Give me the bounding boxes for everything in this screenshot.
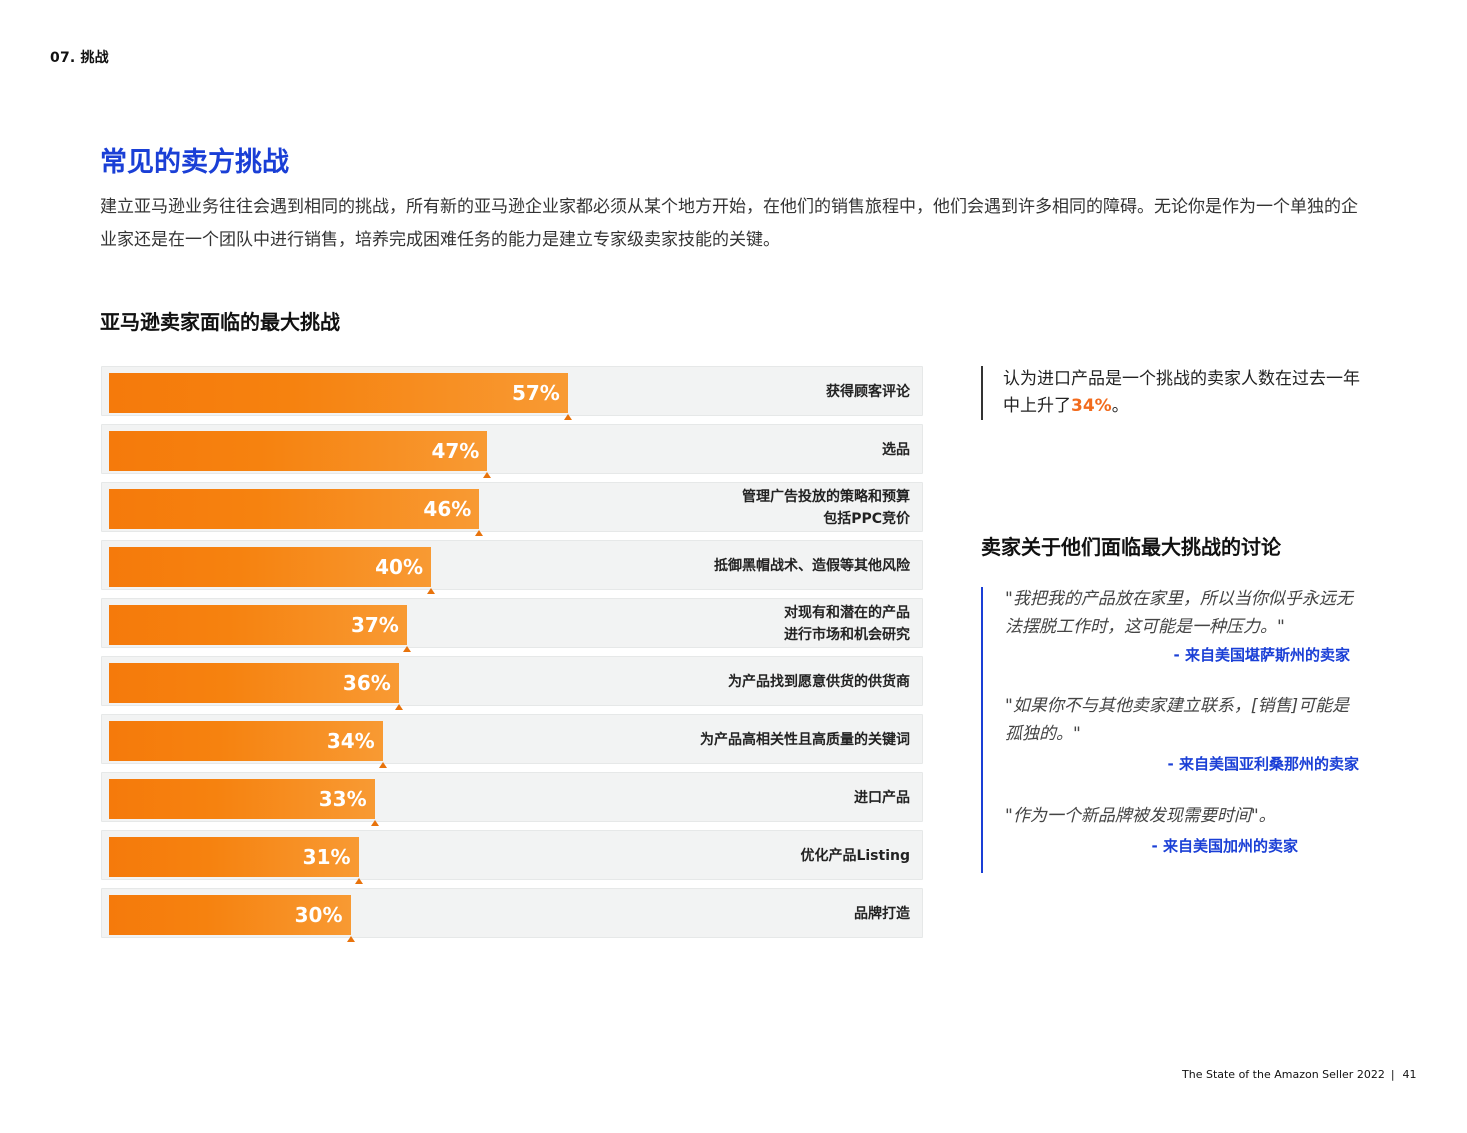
- bar-category-label: 管理广告投放的策略和预算 包括PPC竞价: [742, 489, 910, 527]
- bar-fill: 36%: [109, 663, 403, 710]
- bar-category-label: 品牌打造: [854, 906, 910, 922]
- bar-row: 57% 获得顾客评论: [101, 366, 923, 420]
- bar-fill: 31%: [109, 837, 363, 884]
- bar-fill: 37%: [109, 605, 411, 652]
- quote-attribution: - 来自美国亚利桑那州的卖家: [1167, 755, 1359, 773]
- quote-item: "如果你不与其他卖家建立联系，[销售]可能是孤独的。" - 来自美国亚利桑那州的…: [1005, 692, 1371, 778]
- stat-highlight: 34%: [1071, 396, 1112, 416]
- quotes-title: 卖家关于他们面临最大挑战的讨论: [981, 535, 1281, 559]
- footer-separator: |: [1390, 1068, 1395, 1081]
- quote-text: "如果你不与其他卖家建立联系，[销售]可能是孤独的。": [1005, 696, 1350, 744]
- bar-fill: 34%: [109, 721, 387, 768]
- bar-category-label: 进口产品: [854, 790, 910, 806]
- bar-category-label: 对现有和潜在的产品 进行市场和机会研究: [784, 605, 910, 643]
- bar-value-label: 47%: [431, 439, 480, 463]
- bar-row: 46% 管理广告投放的策略和预算 包括PPC竞价: [101, 482, 923, 536]
- quote-attribution: - 来自美国加州的卖家: [1151, 837, 1298, 855]
- bar-chart: 57% 获得顾客评论 47% 选品 46% 管理广告投放的策略和预算 包括PPC竞价 40%…: [101, 366, 923, 946]
- bar-row: 36% 为产品找到愿意供货的供货商: [101, 656, 923, 710]
- bar-category-label: 抵御黑帽战术、造假等其他风险: [714, 558, 910, 574]
- bar-fill: 33%: [109, 779, 379, 826]
- bar-row: 47% 选品: [101, 424, 923, 478]
- stat-text-end: 。: [1111, 396, 1129, 416]
- triangle-marker-icon: [427, 588, 435, 594]
- bar-fill: 46%: [109, 489, 484, 536]
- bar-category-label: 选品: [882, 442, 910, 458]
- bar-value-label: 33%: [318, 787, 367, 811]
- bar-row: 37% 对现有和潜在的产品 进行市场和机会研究: [101, 598, 923, 652]
- bar-row: 33% 进口产品: [101, 772, 923, 826]
- quotes-block: "我把我的产品放在家里，所以当你似乎永远无法摆脱工作时，这可能是一种压力。" -…: [981, 587, 1371, 873]
- triangle-marker-icon: [483, 472, 492, 478]
- bar-row: 30% 品牌打造: [101, 888, 923, 942]
- triangle-marker-icon: [563, 414, 572, 420]
- bar-value-label: 36%: [342, 671, 391, 695]
- chart-title: 亚马逊卖家面临的最大挑战: [100, 310, 340, 334]
- quote-attribution: - 来自美国堪萨斯州的卖家: [1173, 646, 1350, 664]
- triangle-marker-icon: [346, 936, 355, 942]
- bar-value-label: 57%: [511, 381, 560, 405]
- bar-row: 34% 为产品高相关性且高质量的关键词: [101, 714, 923, 768]
- quote-text: "我把我的产品放在家里，所以当你似乎永远无法摆脱工作时，这可能是一种压力。": [1005, 589, 1353, 637]
- bar-value-label: 37%: [350, 613, 399, 637]
- bar-value-label: 40%: [375, 555, 423, 579]
- bar-value-label: 30%: [294, 903, 343, 927]
- bar-fill: 47%: [109, 431, 492, 478]
- bar-category-label: 为产品找到愿意供货的供货商: [728, 674, 910, 690]
- stat-callout: 认为进口产品是一个挑战的卖家人数在过去一年中上升了34%。: [981, 366, 1361, 420]
- bar-category-label: 为产品高相关性且高质量的关键词: [700, 732, 910, 748]
- triangle-marker-icon: [394, 704, 403, 710]
- page-number: 41: [1402, 1068, 1417, 1081]
- quote-text: "作为一个新品牌被发现需要时间"。: [1005, 806, 1276, 826]
- stat-text: 认为进口产品是一个挑战的卖家人数在过去一年中上升了: [1003, 369, 1360, 416]
- report-title: The State of the Amazon Seller 2022: [1182, 1068, 1385, 1081]
- bar-fill: 30%: [109, 895, 355, 942]
- triangle-marker-icon: [475, 530, 484, 536]
- intro-paragraph: 建立亚马逊业务往往会遇到相同的挑战，所有新的亚马逊企业家都必须从某个地方开始，在…: [100, 197, 1358, 250]
- triangle-marker-icon: [402, 646, 411, 652]
- triangle-marker-icon: [370, 820, 379, 826]
- triangle-marker-icon: [354, 878, 363, 884]
- page-title: 常见的卖方挑战: [100, 147, 289, 178]
- bar-value-label: 31%: [302, 845, 351, 869]
- bar-fill: 57%: [109, 373, 572, 420]
- triangle-marker-icon: [378, 762, 387, 768]
- bar-row: 31% 优化产品Listing: [101, 830, 923, 884]
- bar-category-label: 获得顾客评论: [826, 384, 910, 400]
- section-tag: 07. 挑战: [50, 50, 109, 66]
- bar-value-label: 46%: [423, 497, 472, 521]
- page-footer: The State of the Amazon Seller 2022 | 41: [1182, 1068, 1417, 1081]
- bar-row: 40% 抵御黑帽战术、造假等其他风险: [101, 540, 923, 594]
- bar-category-label: 优化产品Listing: [800, 848, 910, 864]
- quote-item: "作为一个新品牌被发现需要时间"。 - 来自美国加州的卖家: [1005, 802, 1371, 860]
- quote-item: "我把我的产品放在家里，所以当你似乎永远无法摆脱工作时，这可能是一种压力。" -…: [1005, 585, 1371, 669]
- bar-value-label: 34%: [326, 729, 375, 753]
- bar-fill: 40%: [109, 547, 435, 594]
